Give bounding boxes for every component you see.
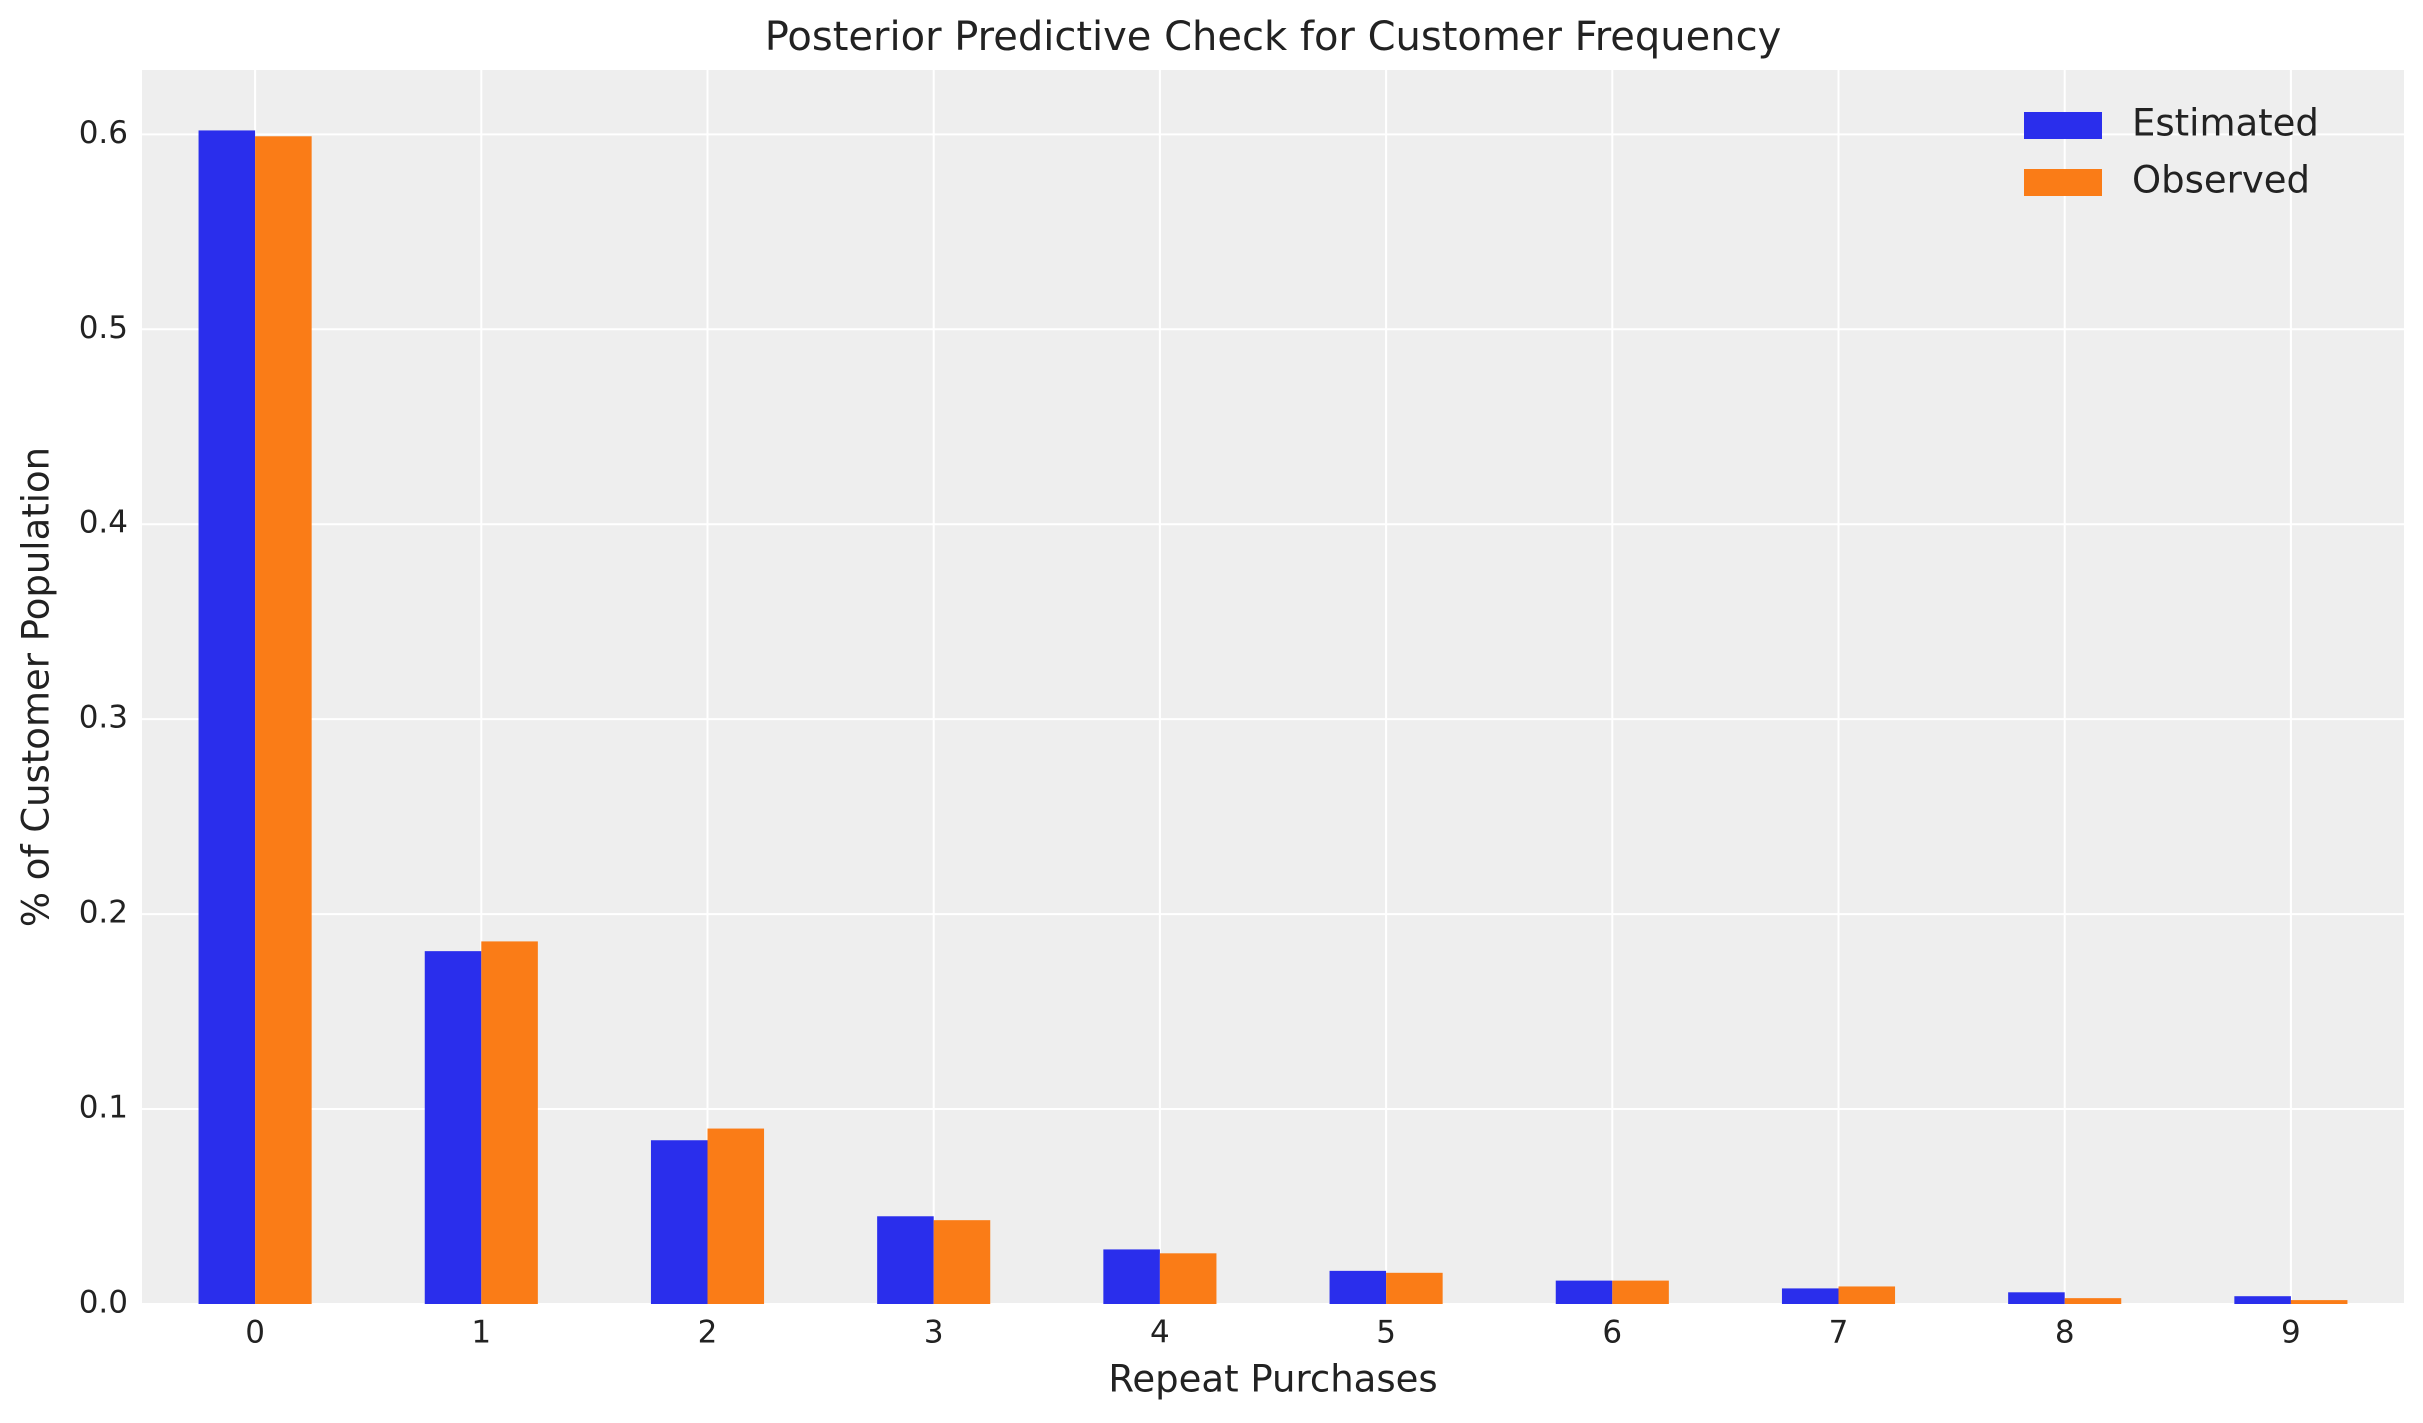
x-tick-label: 8 <box>2055 1315 2075 1351</box>
bar <box>1386 1272 1443 1304</box>
y-tick-label: 0.2 <box>79 895 128 931</box>
bar <box>1612 1280 1669 1304</box>
chart-title: Posterior Predictive Check for Customer … <box>765 14 1782 60</box>
y-tick-label: 0.3 <box>79 700 128 736</box>
bar <box>481 941 538 1304</box>
bar <box>1329 1270 1387 1304</box>
y-tick-label: 0.6 <box>79 115 128 151</box>
bar <box>2064 1298 2122 1304</box>
bar <box>424 951 482 1304</box>
bar <box>877 1216 934 1304</box>
y-tick-label: 0.5 <box>79 310 128 346</box>
bar <box>933 1220 991 1304</box>
y-tick-label: 0.4 <box>79 505 128 541</box>
bar <box>2234 1296 2291 1304</box>
bar <box>1555 1280 1613 1304</box>
x-tick-label: 7 <box>1829 1315 1849 1351</box>
bar <box>1838 1286 1896 1304</box>
legend-label: Estimated <box>2132 102 2319 145</box>
x-tick-label: 0 <box>245 1315 265 1351</box>
bar <box>707 1128 765 1304</box>
bar <box>650 1140 708 1304</box>
y-axis-label: % of Customer Population <box>15 447 58 927</box>
x-tick-label: 4 <box>1150 1315 1170 1351</box>
x-tick-label: 3 <box>924 1315 944 1351</box>
bar <box>1103 1249 1160 1304</box>
bar <box>255 136 312 1304</box>
legend: Estimated Observed <box>2024 102 2319 202</box>
x-tick-label: 1 <box>471 1315 491 1351</box>
bar <box>198 130 256 1304</box>
y-tick-label: 0.0 <box>79 1285 128 1321</box>
x-tick-label: 2 <box>698 1315 718 1351</box>
x-axis-label: Repeat Purchases <box>1108 1358 1437 1401</box>
bar <box>1781 1288 1839 1304</box>
legend-label: Observed <box>2132 159 2310 202</box>
bar <box>2008 1292 2065 1304</box>
x-tick-label: 6 <box>1602 1315 1622 1351</box>
legend-swatch <box>2024 112 2102 139</box>
legend-swatch <box>2024 169 2102 196</box>
x-tick-label: 9 <box>2281 1315 2301 1351</box>
y-tick-label: 0.1 <box>79 1090 128 1126</box>
bar <box>2290 1300 2348 1304</box>
bar <box>1159 1253 1217 1304</box>
x-tick-label: 5 <box>1376 1315 1396 1351</box>
